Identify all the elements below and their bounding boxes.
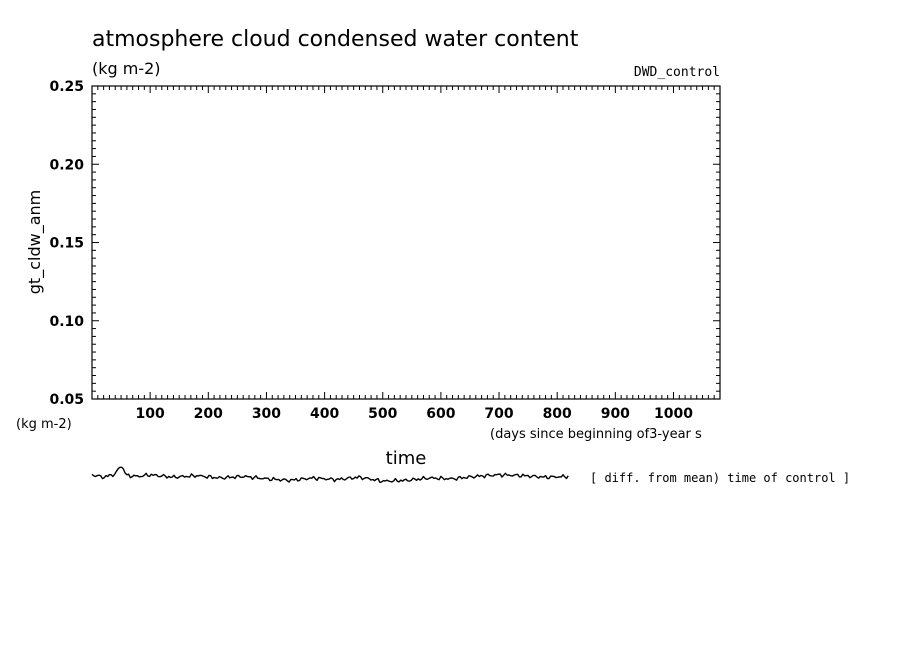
run-label: DWD_control (634, 65, 720, 80)
chart-subtitle: (kg m-2) (92, 59, 161, 78)
chart-title: atmosphere cloud condensed water content (92, 27, 579, 52)
x-tick-label: 300 (252, 406, 281, 422)
y-tick-label: 0.05 (49, 392, 84, 408)
y-tick-label: 0.10 (49, 314, 84, 330)
x-tick-label: 700 (484, 406, 513, 422)
x-tick-label: 100 (136, 406, 165, 422)
x-axis-label: time (386, 448, 427, 469)
x-tick-label: 500 (368, 406, 397, 422)
y-tick-label: 0.25 (49, 79, 84, 95)
series-note: [ diff. from mean) time of control ] (590, 471, 850, 485)
x-tick-label: 800 (543, 406, 572, 422)
x-tick-label: 900 (601, 406, 630, 422)
x-tick-label: 600 (426, 406, 455, 422)
y-unit-label: (kg m-2) (16, 417, 72, 432)
y-tick-labels: 0.05 0.10 0.15 0.20 0.25 (49, 79, 84, 408)
x-tick-labels: 100 200 300 400 500 600 700 800 900 1000 (136, 406, 694, 422)
y-tick-label: 0.15 (49, 236, 84, 252)
x-tick-label: 200 (194, 406, 223, 422)
x-tick-label: 400 (310, 406, 339, 422)
ticks-layer (92, 86, 720, 399)
series-line-dwd-control (91, 466, 569, 483)
x-tick-label: 1000 (654, 406, 693, 422)
x-unit-label: (days since beginning of3-year s (490, 427, 702, 442)
y-axis-label: gt_cldw_anm (25, 190, 45, 294)
y-tick-label: 0.20 (49, 157, 84, 173)
